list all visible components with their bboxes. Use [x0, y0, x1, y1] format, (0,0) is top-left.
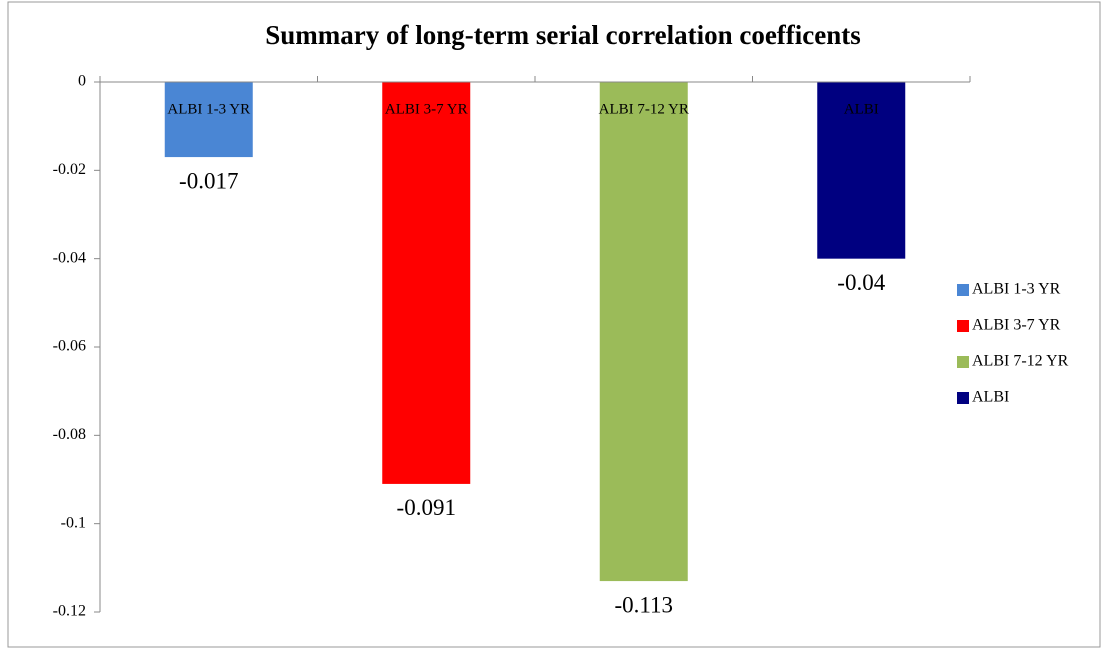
y-tick-label: -0.04 — [53, 249, 86, 266]
chart-title: Summary of long-term serial correlation … — [265, 20, 861, 50]
category-label: ALBI 7-12 YR — [599, 101, 689, 117]
category-label: ALBI 3-7 YR — [385, 101, 468, 117]
data-label: -0.04 — [837, 270, 885, 295]
legend-swatch — [957, 356, 969, 368]
data-label: -0.113 — [614, 592, 673, 617]
y-tick-label: -0.02 — [53, 161, 86, 178]
y-tick-label: -0.08 — [53, 426, 86, 443]
legend-swatch — [957, 284, 969, 296]
bar — [817, 82, 906, 259]
y-tick-label: -0.1 — [61, 514, 86, 531]
data-label: -0.017 — [179, 168, 238, 193]
legend-label: ALBI 3-7 YR — [972, 317, 1061, 334]
legend-label: ALBI 7-12 YR — [972, 353, 1069, 370]
legend-swatch — [957, 392, 969, 404]
bar — [164, 82, 253, 158]
y-tick-label: -0.12 — [53, 603, 86, 620]
category-label: ALBI — [844, 101, 879, 117]
legend-swatch — [957, 320, 969, 332]
category-label: ALBI 1-3 YR — [167, 101, 250, 117]
bar — [599, 82, 688, 582]
legend-label: ALBI 1-3 YR — [972, 281, 1061, 298]
y-tick-label: 0 — [78, 73, 86, 90]
legend-label: ALBI — [972, 389, 1009, 406]
bar — [382, 82, 471, 484]
y-tick-label: -0.06 — [53, 338, 86, 355]
data-label: -0.091 — [397, 495, 456, 520]
